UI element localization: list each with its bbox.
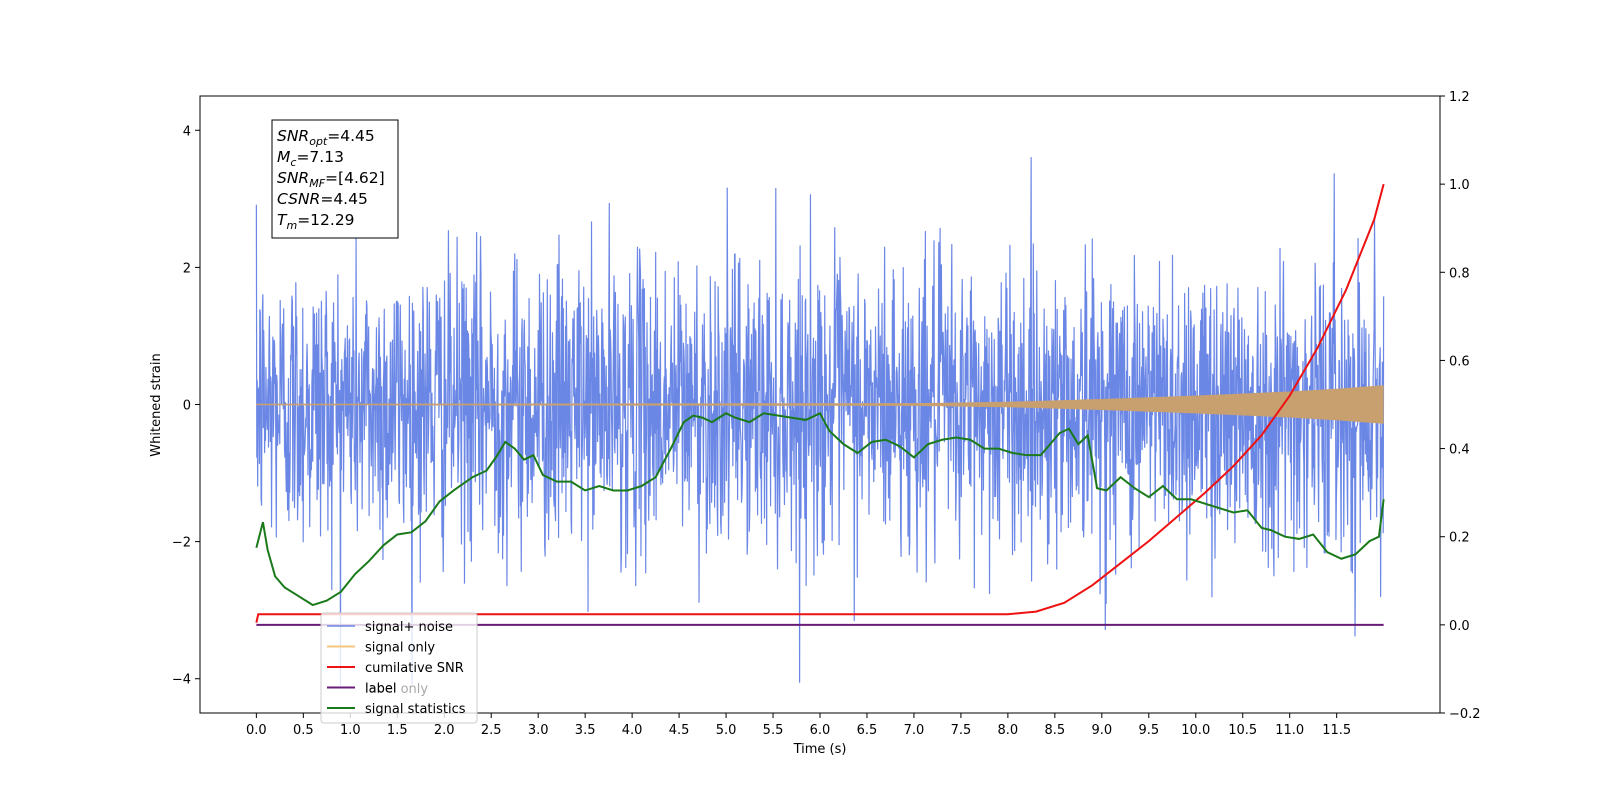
y2-tick-label: 1.0 bbox=[1449, 178, 1470, 193]
x-tick-label: 1.5 bbox=[387, 723, 408, 738]
series-signal-plus-noise bbox=[255, 156, 1385, 687]
info-box-subscript: MF bbox=[309, 177, 325, 190]
x-tick-label: 9.0 bbox=[1091, 723, 1112, 738]
x-tick-label: 9.5 bbox=[1138, 723, 1159, 738]
x-tick-label: 2.0 bbox=[434, 723, 455, 738]
info-box-subscript: opt bbox=[309, 135, 328, 148]
x-tick-label: 1.0 bbox=[340, 723, 361, 738]
y2-tick-label: 0.2 bbox=[1449, 531, 1470, 546]
x-tick-label: 4.0 bbox=[622, 723, 643, 738]
info-box-value: =12.29 bbox=[297, 211, 354, 229]
x-tick-label: 8.0 bbox=[998, 723, 1019, 738]
x-tick-label: 5.5 bbox=[763, 723, 784, 738]
y2-tick-label: 0.4 bbox=[1449, 443, 1470, 458]
info-box-symbol: T bbox=[277, 211, 288, 229]
x-tick-label: 7.5 bbox=[951, 723, 972, 738]
info-box-line: Tm=12.29 bbox=[277, 211, 355, 232]
x-tick-label: 4.5 bbox=[669, 723, 690, 738]
x-tick-label: 2.5 bbox=[481, 723, 502, 738]
x-tick-label: 6.5 bbox=[857, 723, 878, 738]
x-tick-label: 0.5 bbox=[293, 723, 314, 738]
x-tick-label: 3.5 bbox=[575, 723, 596, 738]
info-box-line: SNRopt=4.45 bbox=[277, 127, 375, 148]
y2-tick-label: 0.6 bbox=[1449, 354, 1470, 369]
legend-entry: signal only bbox=[365, 641, 435, 656]
x-tick-label: 10.0 bbox=[1181, 723, 1210, 738]
info-box-symbol: SNR bbox=[277, 169, 309, 187]
y-tick-label: −2 bbox=[172, 536, 191, 551]
x-tick-label: 11.0 bbox=[1275, 723, 1304, 738]
info-box-value: =[4.62] bbox=[325, 169, 385, 187]
y-tick-label: 2 bbox=[183, 261, 191, 276]
x-tick-label: 7.0 bbox=[904, 723, 925, 738]
y-tick-label: 4 bbox=[183, 124, 191, 139]
y2-tick-label: 1.2 bbox=[1449, 90, 1470, 105]
info-box-value: =4.45 bbox=[327, 127, 375, 145]
info-box-symbol: CSNR bbox=[277, 190, 320, 208]
info-box-value: =4.45 bbox=[320, 190, 368, 208]
x-axis: 0.0 0.5 1.0 1.5 2.0 2.5 3.0 3.5 4.0 4.5 5.0 5.5 6.0 6… bbox=[246, 713, 1351, 738]
x-tick-label: 6.0 bbox=[810, 723, 831, 738]
x-tick-label: 5.0 bbox=[716, 723, 737, 738]
y2-tick-label: 0.8 bbox=[1449, 266, 1470, 281]
series-signal-statistics bbox=[255, 412, 1385, 607]
legend-entry: label bbox=[365, 682, 396, 697]
y2-tick-label: −0.2 bbox=[1449, 707, 1481, 722]
info-box-value: =7.13 bbox=[296, 148, 344, 166]
x-tick-label: 10.5 bbox=[1228, 723, 1257, 738]
series-cumilative-snr bbox=[255, 183, 1385, 623]
x-axis-label: Time (s) bbox=[793, 742, 847, 757]
info-box-line: Mc=7.13 bbox=[277, 148, 344, 169]
legend-hidden-label-only: label only bbox=[365, 682, 428, 697]
info-box-line: CSNR=4.45 bbox=[277, 190, 368, 208]
info-box-line: SNRMF=[4.62] bbox=[277, 169, 385, 190]
y-axis-label: Whitened strain bbox=[149, 353, 164, 456]
y-tick-label: 0 bbox=[183, 399, 191, 414]
info-box-symbol: SNR bbox=[277, 127, 309, 145]
info-box-subscript: m bbox=[286, 219, 297, 232]
legend-frame bbox=[320, 612, 478, 724]
x-tick-label: 11.5 bbox=[1322, 723, 1351, 738]
info-box-subscript: c bbox=[290, 156, 296, 169]
x-tick-label: 3.0 bbox=[528, 723, 549, 738]
info-box: SNRopt=4.45Mc=7.13SNRMF=[4.62]CSNR=4.45T… bbox=[271, 119, 399, 239]
info-box-symbol: M bbox=[277, 148, 290, 166]
legend-entry: signal statistics bbox=[365, 702, 466, 717]
y2-tick-label: 0.0 bbox=[1449, 619, 1470, 634]
legend-entry: signal+ noise bbox=[365, 620, 453, 635]
y-axis-right: 1.2 1.0 0.8 0.6 0.4 0.2 0.0 −0.2 bbox=[1440, 90, 1481, 722]
y-axis-left: 4 2 0 −2 −4 bbox=[172, 124, 200, 688]
legend-entry: cumilative SNR bbox=[365, 661, 464, 676]
x-tick-label: 8.5 bbox=[1045, 723, 1066, 738]
legend: label only signal+ noise signal only cumil… bbox=[320, 612, 478, 724]
y-tick-label: −4 bbox=[172, 673, 191, 688]
info-box-frame bbox=[271, 119, 399, 239]
x-tick-label: 0.0 bbox=[246, 723, 267, 738]
